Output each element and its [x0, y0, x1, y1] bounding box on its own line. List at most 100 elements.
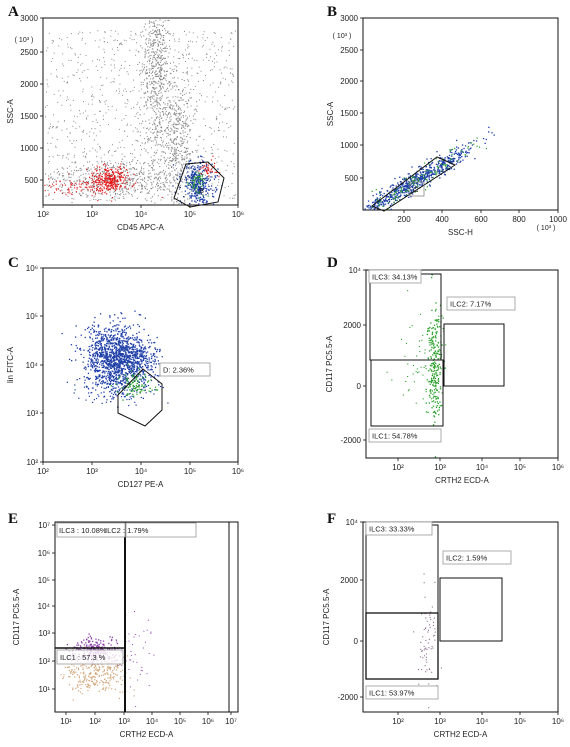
data-point [373, 208, 375, 210]
data-point [115, 378, 117, 380]
data-point [140, 45, 142, 47]
data-point [183, 151, 185, 153]
data-point [164, 112, 166, 114]
data-point [103, 61, 105, 63]
data-point [161, 127, 163, 129]
data-point [96, 176, 98, 178]
data-point [109, 178, 111, 180]
data-point [98, 186, 99, 188]
data-point [80, 353, 82, 356]
data-point [108, 109, 110, 111]
data-point [154, 105, 156, 107]
data-point [215, 187, 217, 189]
data-point [119, 175, 121, 177]
data-point [173, 131, 175, 133]
data-point [433, 173, 435, 175]
data-point [154, 177, 156, 179]
data-point [145, 92, 147, 94]
data-point [107, 152, 109, 154]
data-point [183, 135, 185, 137]
data-point [123, 368, 125, 370]
data-point [421, 175, 423, 177]
data-point [73, 198, 75, 200]
data-point [121, 328, 123, 331]
data-point [406, 184, 408, 187]
data-point [127, 340, 129, 342]
data-point [108, 184, 110, 186]
data-point [175, 155, 177, 157]
data-point [180, 140, 182, 142]
data-point [107, 178, 109, 180]
data-point [184, 190, 186, 192]
data-point [98, 340, 100, 342]
data-point [148, 20, 150, 22]
data-point [194, 166, 196, 168]
data-point [126, 180, 128, 182]
data-point [221, 47, 223, 49]
data-point [127, 192, 129, 194]
data-point [176, 142, 178, 144]
data-point [171, 193, 173, 195]
data-point [195, 108, 196, 110]
data-point [98, 352, 101, 354]
data-point [101, 337, 103, 340]
data-point [117, 166, 119, 168]
data-point [120, 179, 122, 181]
data-point [441, 164, 444, 166]
data-point [98, 349, 100, 351]
data-point [383, 192, 385, 195]
data-point [104, 350, 107, 352]
data-point [186, 178, 188, 180]
data-point [218, 127, 219, 129]
data-point [107, 106, 109, 108]
data-point [168, 82, 170, 84]
data-point [59, 180, 61, 182]
data-point [428, 161, 430, 163]
data-point [177, 197, 179, 199]
data-point [440, 160, 443, 162]
data-point [113, 172, 115, 174]
data-point [195, 187, 197, 189]
data-point [133, 187, 135, 189]
data-point [48, 128, 50, 130]
data-point [118, 172, 120, 174]
data-point [125, 364, 127, 366]
data-point [64, 184, 66, 186]
data-point [197, 192, 199, 194]
data-point [454, 152, 456, 154]
data-point [108, 341, 111, 343]
data-point [114, 175, 116, 177]
data-point [99, 354, 101, 357]
data-point [207, 189, 210, 191]
data-point [199, 162, 202, 165]
data-point [74, 182, 76, 184]
data-point [104, 357, 106, 359]
data-point [140, 184, 142, 186]
data-point [105, 182, 107, 184]
data-point [80, 194, 82, 196]
data-point [148, 34, 150, 36]
data-point [112, 387, 114, 390]
data-point [153, 25, 155, 27]
data-point [61, 332, 63, 335]
data-point [147, 87, 149, 89]
data-point [107, 170, 109, 172]
data-point [423, 175, 426, 177]
data-point [102, 340, 104, 342]
data-point [107, 367, 109, 369]
data-point [91, 195, 93, 197]
gate-polygon [371, 156, 457, 212]
data-point [99, 331, 101, 333]
data-point [163, 107, 165, 109]
data-point [232, 81, 234, 83]
data-point [101, 383, 103, 385]
data-point [97, 173, 99, 175]
data-point [464, 151, 467, 153]
data-point [127, 178, 129, 180]
data-point [377, 201, 379, 203]
data-point [166, 132, 168, 134]
data-point [156, 98, 158, 100]
data-point [155, 81, 157, 83]
data-point [390, 208, 392, 210]
data-point [416, 186, 418, 188]
